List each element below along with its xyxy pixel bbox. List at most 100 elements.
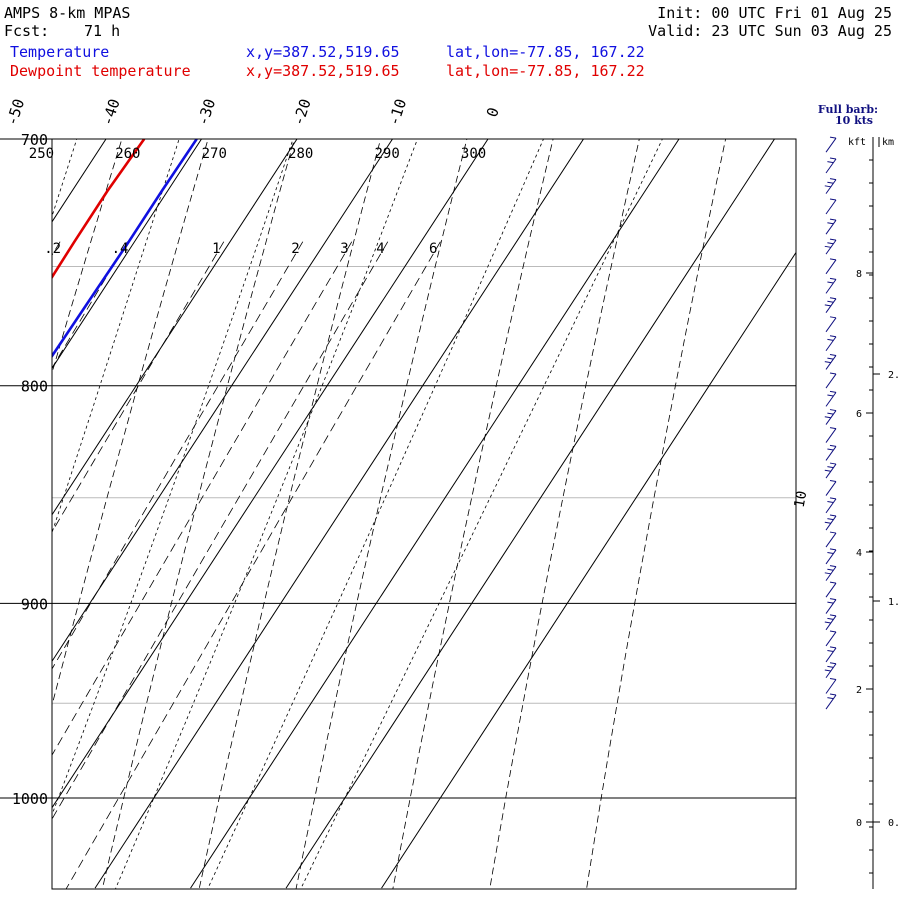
wind-barb-flag	[827, 222, 834, 225]
wind-barb-flag	[824, 245, 831, 248]
wind-barb-flag	[827, 161, 834, 164]
wind-barb-unit: 10 kts	[835, 114, 873, 127]
wind-barb-flag	[829, 514, 837, 517]
wind-barb-shaft	[825, 498, 837, 514]
model-title: AMPS 8-km MPAS	[4, 4, 131, 22]
wind-barb	[824, 297, 837, 313]
wind-barb-flag	[827, 617, 834, 620]
wind-barb-flag	[827, 300, 834, 303]
kft-tick-label: 8	[856, 269, 862, 280]
mixing-ratio-line	[52, 241, 389, 820]
wind-barb-shaft	[825, 373, 837, 389]
theta-label: 280	[288, 146, 313, 162]
isotherm-annotation: 10	[792, 490, 811, 509]
wind-barb-shaft	[825, 663, 837, 679]
dry-adiabat-line	[0, 0, 5, 900]
isotherm-line	[285, 139, 775, 889]
theta-label: 300	[461, 146, 486, 162]
wind-barb-flag	[827, 448, 834, 451]
wind-barb-flag	[829, 198, 837, 201]
wind-barb-flag	[829, 581, 837, 584]
wind-barb-shaft	[825, 515, 837, 531]
wind-barb-flag	[824, 304, 831, 307]
forecast-label: Fcst:	[4, 22, 50, 40]
wind-barb-flag	[824, 469, 831, 472]
km-tick-label: 2.	[888, 370, 900, 381]
wind-barb-flag	[824, 669, 831, 672]
wind-barb	[825, 258, 837, 275]
wind-barb	[825, 581, 837, 598]
wind-barb-flag	[827, 412, 834, 415]
wind-barb-flag	[829, 614, 837, 617]
plot-frame	[51, 138, 797, 890]
wind-barb-flag	[827, 281, 834, 284]
wind-barb-shaft	[825, 532, 837, 548]
wind-barb-title: Full barb:	[818, 103, 878, 116]
wind-barb-shaft	[825, 582, 837, 598]
wind-barb	[825, 198, 837, 215]
wind-barb-flag	[827, 357, 834, 360]
wind-barb-flag	[829, 258, 837, 261]
wind-barb	[824, 614, 837, 631]
wind-barb-shaft	[825, 481, 837, 496]
temperature-latlon: lat,lon=-77.85, 167.22	[446, 43, 645, 61]
wind-barb-shaft	[825, 317, 837, 333]
wind-barb-flag	[829, 136, 837, 139]
dry-adiabat-line	[101, 139, 295, 889]
kft-tick-label: 4	[856, 548, 862, 559]
temperature-tick-label: -40	[98, 97, 123, 128]
wind-barb	[825, 390, 837, 407]
wind-barb-flag	[829, 277, 837, 280]
wind-barb	[824, 565, 837, 581]
wind-barb-flag	[827, 665, 834, 668]
wind-barb-flag	[829, 238, 837, 241]
wind-barb-shaft	[825, 158, 837, 174]
km-tick-label: 1.	[888, 597, 900, 608]
wind-barb-flag	[829, 480, 837, 483]
moist-adiabat-line	[300, 139, 663, 889]
wind-barb	[824, 462, 837, 479]
wind-barb-flag	[827, 466, 834, 469]
wind-barb-shaft	[825, 239, 837, 255]
wind-barb-flag	[829, 497, 837, 500]
wind-barb-flag	[829, 444, 837, 447]
isotherm-line	[381, 251, 796, 889]
wind-barb-shaft	[825, 446, 837, 461]
wind-barb-flag	[829, 598, 837, 601]
forecast-hours: 71 h	[84, 22, 121, 40]
wind-barb-shaft	[825, 355, 837, 370]
wind-barb	[825, 497, 837, 514]
moist-adiabat-line	[52, 139, 294, 816]
dewpoint-xy: x,y=387.52,519.65	[246, 62, 400, 80]
mixing-ratio-line	[65, 241, 441, 889]
wind-barb-shaft	[825, 179, 837, 194]
wind-barb-flag	[827, 181, 834, 184]
wind-barb-shaft	[825, 463, 837, 479]
km-tick-label: 0.	[888, 818, 900, 829]
pressure-tick-label: 700	[21, 131, 48, 149]
profiles	[52, 139, 198, 359]
wind-barb-shaft	[825, 410, 837, 425]
pressure-tick-label: 800	[21, 378, 48, 396]
temperature-tick-label: -30	[194, 97, 219, 128]
dewpoint-legend-label: Dewpoint temperature	[10, 62, 191, 80]
moist-adiabat-line	[207, 139, 544, 889]
wind-barb-flag	[829, 297, 837, 300]
wind-barb	[825, 630, 837, 647]
wind-barb-flag	[827, 518, 834, 521]
temperature-legend-label: Temperature	[10, 43, 110, 61]
valid-time: Valid: 23 UTC Sun 03 Aug 25	[648, 22, 892, 40]
wind-barb-shaft	[825, 631, 837, 647]
wind-barb-shaft	[825, 615, 837, 631]
moist-adiabat-line	[114, 139, 418, 889]
wind-barb-shaft	[825, 279, 837, 294]
wind-barb-shaft	[825, 566, 837, 581]
wind-barb-shaft	[825, 599, 837, 614]
wind-barb-flag	[824, 572, 831, 575]
theta-label: 250	[29, 146, 54, 162]
wind-barb	[825, 372, 837, 389]
km-axis-label: km	[882, 137, 894, 148]
temperature-tick-label: -50	[3, 97, 28, 128]
mixing-ratio-line	[52, 241, 225, 533]
wind-barb-flag	[827, 500, 834, 503]
